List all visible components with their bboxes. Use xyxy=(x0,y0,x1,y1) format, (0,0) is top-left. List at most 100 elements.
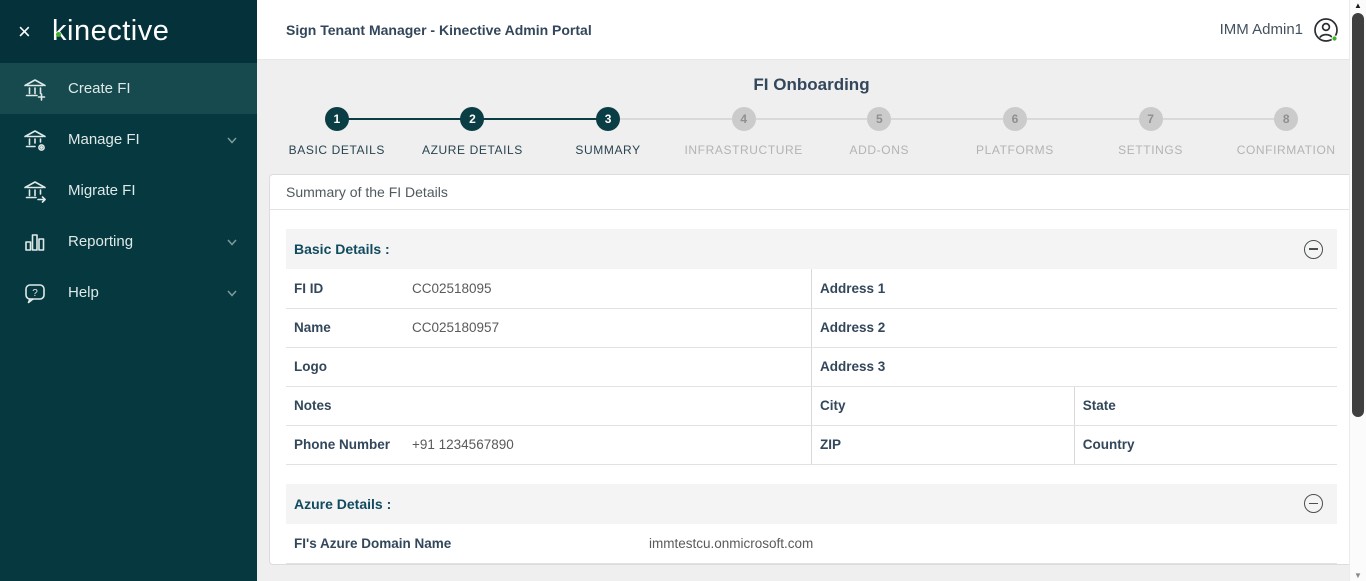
table-row: Notes City State xyxy=(286,386,1337,426)
main-area: Sign Tenant Manager - Kinective Admin Po… xyxy=(257,0,1366,581)
user-name: IMM Admin1 xyxy=(1219,21,1303,38)
onboarding-stepper: 1 BASIC DETAILS 2 AZURE DETAILS 3 SUMMAR… xyxy=(269,107,1354,157)
summary-card-title: Summary of the FI Details xyxy=(270,175,1353,210)
sidebar-item-label: Manage FI xyxy=(68,131,140,148)
summary-card-body: Basic Details : FI ID CC02518095 Address… xyxy=(270,210,1353,564)
table-row: FI ID CC02518095 Address 1 xyxy=(286,269,1337,309)
basic-details-table: FI ID CC02518095 Address 1 Name CC025180… xyxy=(286,269,1337,465)
field-label: FI ID xyxy=(286,269,404,309)
chevron-down-icon xyxy=(227,137,237,144)
kinective-logo: kinective xyxy=(46,15,169,48)
sidebar-item-label: Create FI xyxy=(68,80,131,97)
azure-details-title: Azure Details : xyxy=(294,495,392,512)
field-value xyxy=(404,386,812,426)
field-label: FI's Azure Domain Name xyxy=(286,523,641,564)
field-label: Logo xyxy=(286,347,404,387)
step-label: BASIC DETAILS xyxy=(288,143,385,157)
sidebar-item-reporting[interactable]: Reporting xyxy=(0,216,257,267)
onboarding-title: FI Onboarding xyxy=(753,75,870,94)
chevron-down-icon xyxy=(227,239,237,246)
step-circle[interactable]: 8 xyxy=(1274,107,1299,131)
field-label: Phone Number xyxy=(286,425,404,465)
sidebar-item-label: Reporting xyxy=(68,233,134,250)
scroll-up-arrow-icon[interactable]: ▲ xyxy=(1354,1,1362,10)
sidebar-logo-row: × kinective xyxy=(0,0,257,63)
field-label: City xyxy=(811,386,1075,426)
field-value: CC02518095 xyxy=(404,269,812,309)
bank-arrow-icon xyxy=(22,178,48,204)
step-label: CONFIRMATION xyxy=(1236,143,1336,157)
step-add-ons: 5 ADD-ONS xyxy=(811,107,948,157)
step-label: PLATFORMS xyxy=(976,143,1054,157)
azure-details-collapse-button minus-icon[interactable] xyxy=(1304,494,1323,513)
field-label: Address 2 xyxy=(811,308,1337,348)
field-label: Address 1 xyxy=(811,269,1337,309)
azure-details-table: FI's Azure Domain Name immtestcu.onmicro… xyxy=(286,523,1337,564)
field-label: Notes xyxy=(286,386,404,426)
user-menu[interactable]: IMM Admin1 xyxy=(1220,16,1340,44)
sidebar-item-help[interactable]: ? Help xyxy=(0,267,257,318)
help-bubble-icon: ? xyxy=(22,280,48,306)
step-label: SUMMARY xyxy=(575,143,641,157)
basic-details-header: Basic Details : xyxy=(286,229,1337,269)
sidebar: × kinective Create FI xyxy=(0,0,257,581)
step-confirmation: 8 CONFIRMATION xyxy=(1218,107,1354,157)
bar-chart-icon xyxy=(22,229,48,255)
step-label: AZURE DETAILS xyxy=(421,143,523,157)
basic-details-title: Basic Details : xyxy=(294,241,390,257)
step-circle[interactable]: 1 xyxy=(324,107,349,131)
step-circle[interactable]: 2 xyxy=(460,107,485,131)
step-settings: 7 SETTINGS xyxy=(1082,107,1219,157)
step-basic-details: 1 BASIC DETAILS xyxy=(269,107,405,157)
summary-card: Summary of the FI Details Basic Details … xyxy=(269,174,1354,565)
sidebar-item-migrate-fi[interactable]: Migrate FI xyxy=(0,165,257,216)
bank-gear-icon xyxy=(22,127,48,153)
field-label: State xyxy=(1073,386,1337,426)
sidebar-item-manage-fi[interactable]: Manage FI xyxy=(0,114,257,165)
vertical-scrollbar[interactable]: ▲ ▼ xyxy=(1349,0,1366,581)
svg-text:?: ? xyxy=(32,288,38,299)
bank-plus-icon xyxy=(22,76,48,102)
step-circle[interactable]: 3 xyxy=(596,107,621,131)
step-azure-details: 2 AZURE DETAILS xyxy=(404,107,541,157)
field-label: Name xyxy=(286,308,404,348)
user-avatar-icon[interactable] xyxy=(1312,16,1340,44)
field-label: ZIP xyxy=(811,425,1075,465)
table-row: Logo Address 3 xyxy=(286,347,1337,387)
sidebar-nav: Create FI Manage FI xyxy=(0,63,257,318)
field-label: Address 3 xyxy=(811,347,1337,387)
table-row: FI's Azure Domain Name immtestcu.onmicro… xyxy=(286,523,1337,564)
chevron-down-icon xyxy=(227,290,237,297)
table-row: Name CC025180957 Address 2 xyxy=(286,308,1337,348)
page-title: Sign Tenant Manager - Kinective Admin Po… xyxy=(286,21,592,38)
sidebar-close-icon[interactable]: × xyxy=(18,18,31,44)
azure-details-header: Azure Details : xyxy=(286,483,1337,524)
logo-green-dot-icon xyxy=(56,32,61,37)
step-infrastructure: 4 INFRASTRUCTURE xyxy=(675,107,812,157)
sidebar-item-label: Help xyxy=(68,284,99,301)
field-value: immtestcu.onmicrosoft.com xyxy=(641,523,1337,564)
content-area: FI Onboarding 1 BASIC DETAILS 2 AZURE DE… xyxy=(257,60,1366,581)
step-label: INFRASTRUCTURE xyxy=(684,143,803,157)
top-header: Sign Tenant Manager - Kinective Admin Po… xyxy=(257,0,1366,60)
step-label: ADD-ONS xyxy=(849,143,910,157)
sidebar-item-create-fi[interactable]: Create FI xyxy=(0,63,257,114)
sidebar-item-label: Migrate FI xyxy=(68,182,136,199)
logo-text: kinective xyxy=(52,15,170,47)
step-platforms: 6 PLATFORMS xyxy=(947,107,1083,157)
field-value: +91 1234567890 xyxy=(404,425,812,465)
step-summary: 3 SUMMARY xyxy=(540,107,676,157)
step-circle[interactable]: 5 xyxy=(867,107,892,131)
field-label: Country xyxy=(1073,425,1337,465)
field-value: CC025180957 xyxy=(404,308,812,348)
scrollbar-thumb[interactable] xyxy=(1352,13,1364,417)
step-label: SETTINGS xyxy=(1118,143,1183,157)
step-circle[interactable]: 7 xyxy=(1138,107,1163,131)
step-circle[interactable]: 4 xyxy=(731,107,756,131)
step-circle[interactable]: 6 xyxy=(1002,107,1027,131)
basic-details-collapse-button minus-icon[interactable] xyxy=(1304,239,1323,259)
scroll-down-arrow-icon[interactable]: ▼ xyxy=(1354,571,1362,580)
table-row: Phone Number +91 1234567890 ZIP Country xyxy=(286,425,1337,465)
field-value xyxy=(404,347,812,387)
